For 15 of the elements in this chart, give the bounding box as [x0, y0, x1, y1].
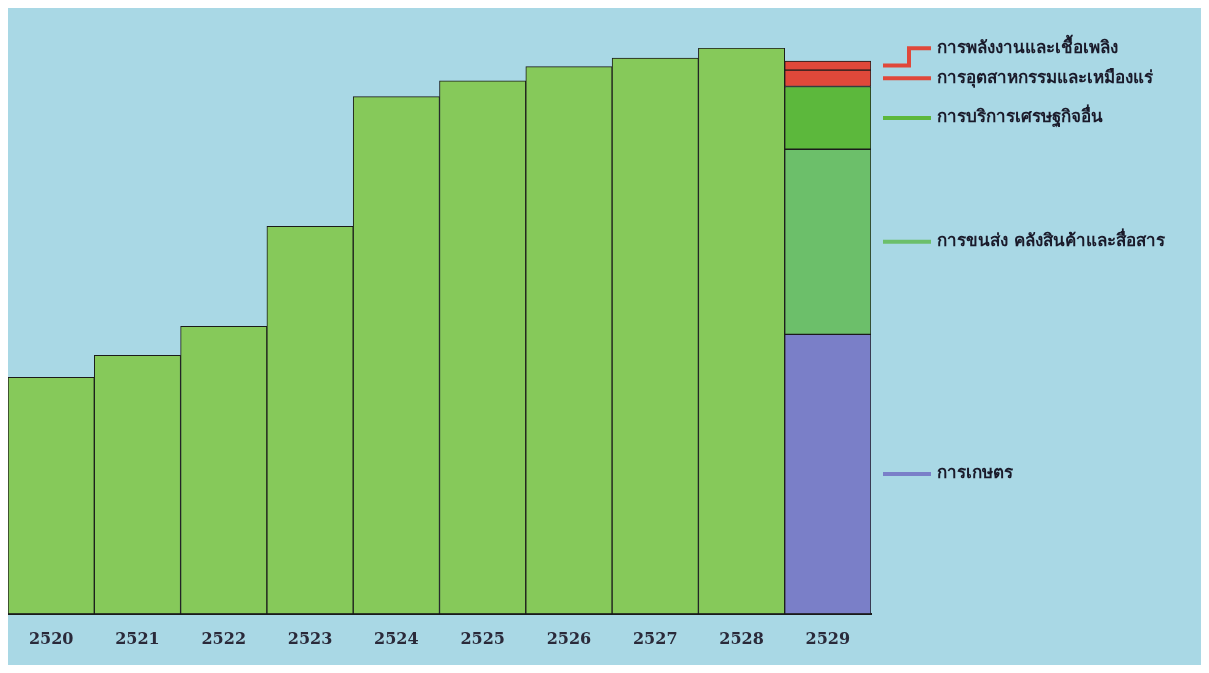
legend-label: การบริการเศรษฐกิจอื่น — [937, 104, 1103, 129]
legend-label: การขนส่ง คลังสินค้าและสื่อสาร — [937, 228, 1166, 251]
x-tick-label: 2521 — [115, 628, 160, 648]
x-tick-label: 2525 — [460, 628, 505, 648]
x-tick-label: 2524 — [374, 628, 419, 648]
x-tick-label: 2528 — [719, 628, 764, 648]
x-tick-label: 2522 — [201, 628, 247, 648]
legend-label: การเกษตร — [937, 462, 1014, 483]
x-tick-label: 2526 — [546, 628, 592, 648]
x-tick-label: 2527 — [632, 628, 678, 648]
legend-label: การอุตสาหกรรมและเหมืองแร่ — [937, 66, 1154, 88]
x-tick-label: 2529 — [805, 628, 851, 648]
legend-label: การพลังงานและเชื้อเพลิง — [937, 33, 1118, 57]
x-tick-label: 2520 — [28, 628, 74, 648]
x-tick-label: 2523 — [287, 628, 333, 648]
